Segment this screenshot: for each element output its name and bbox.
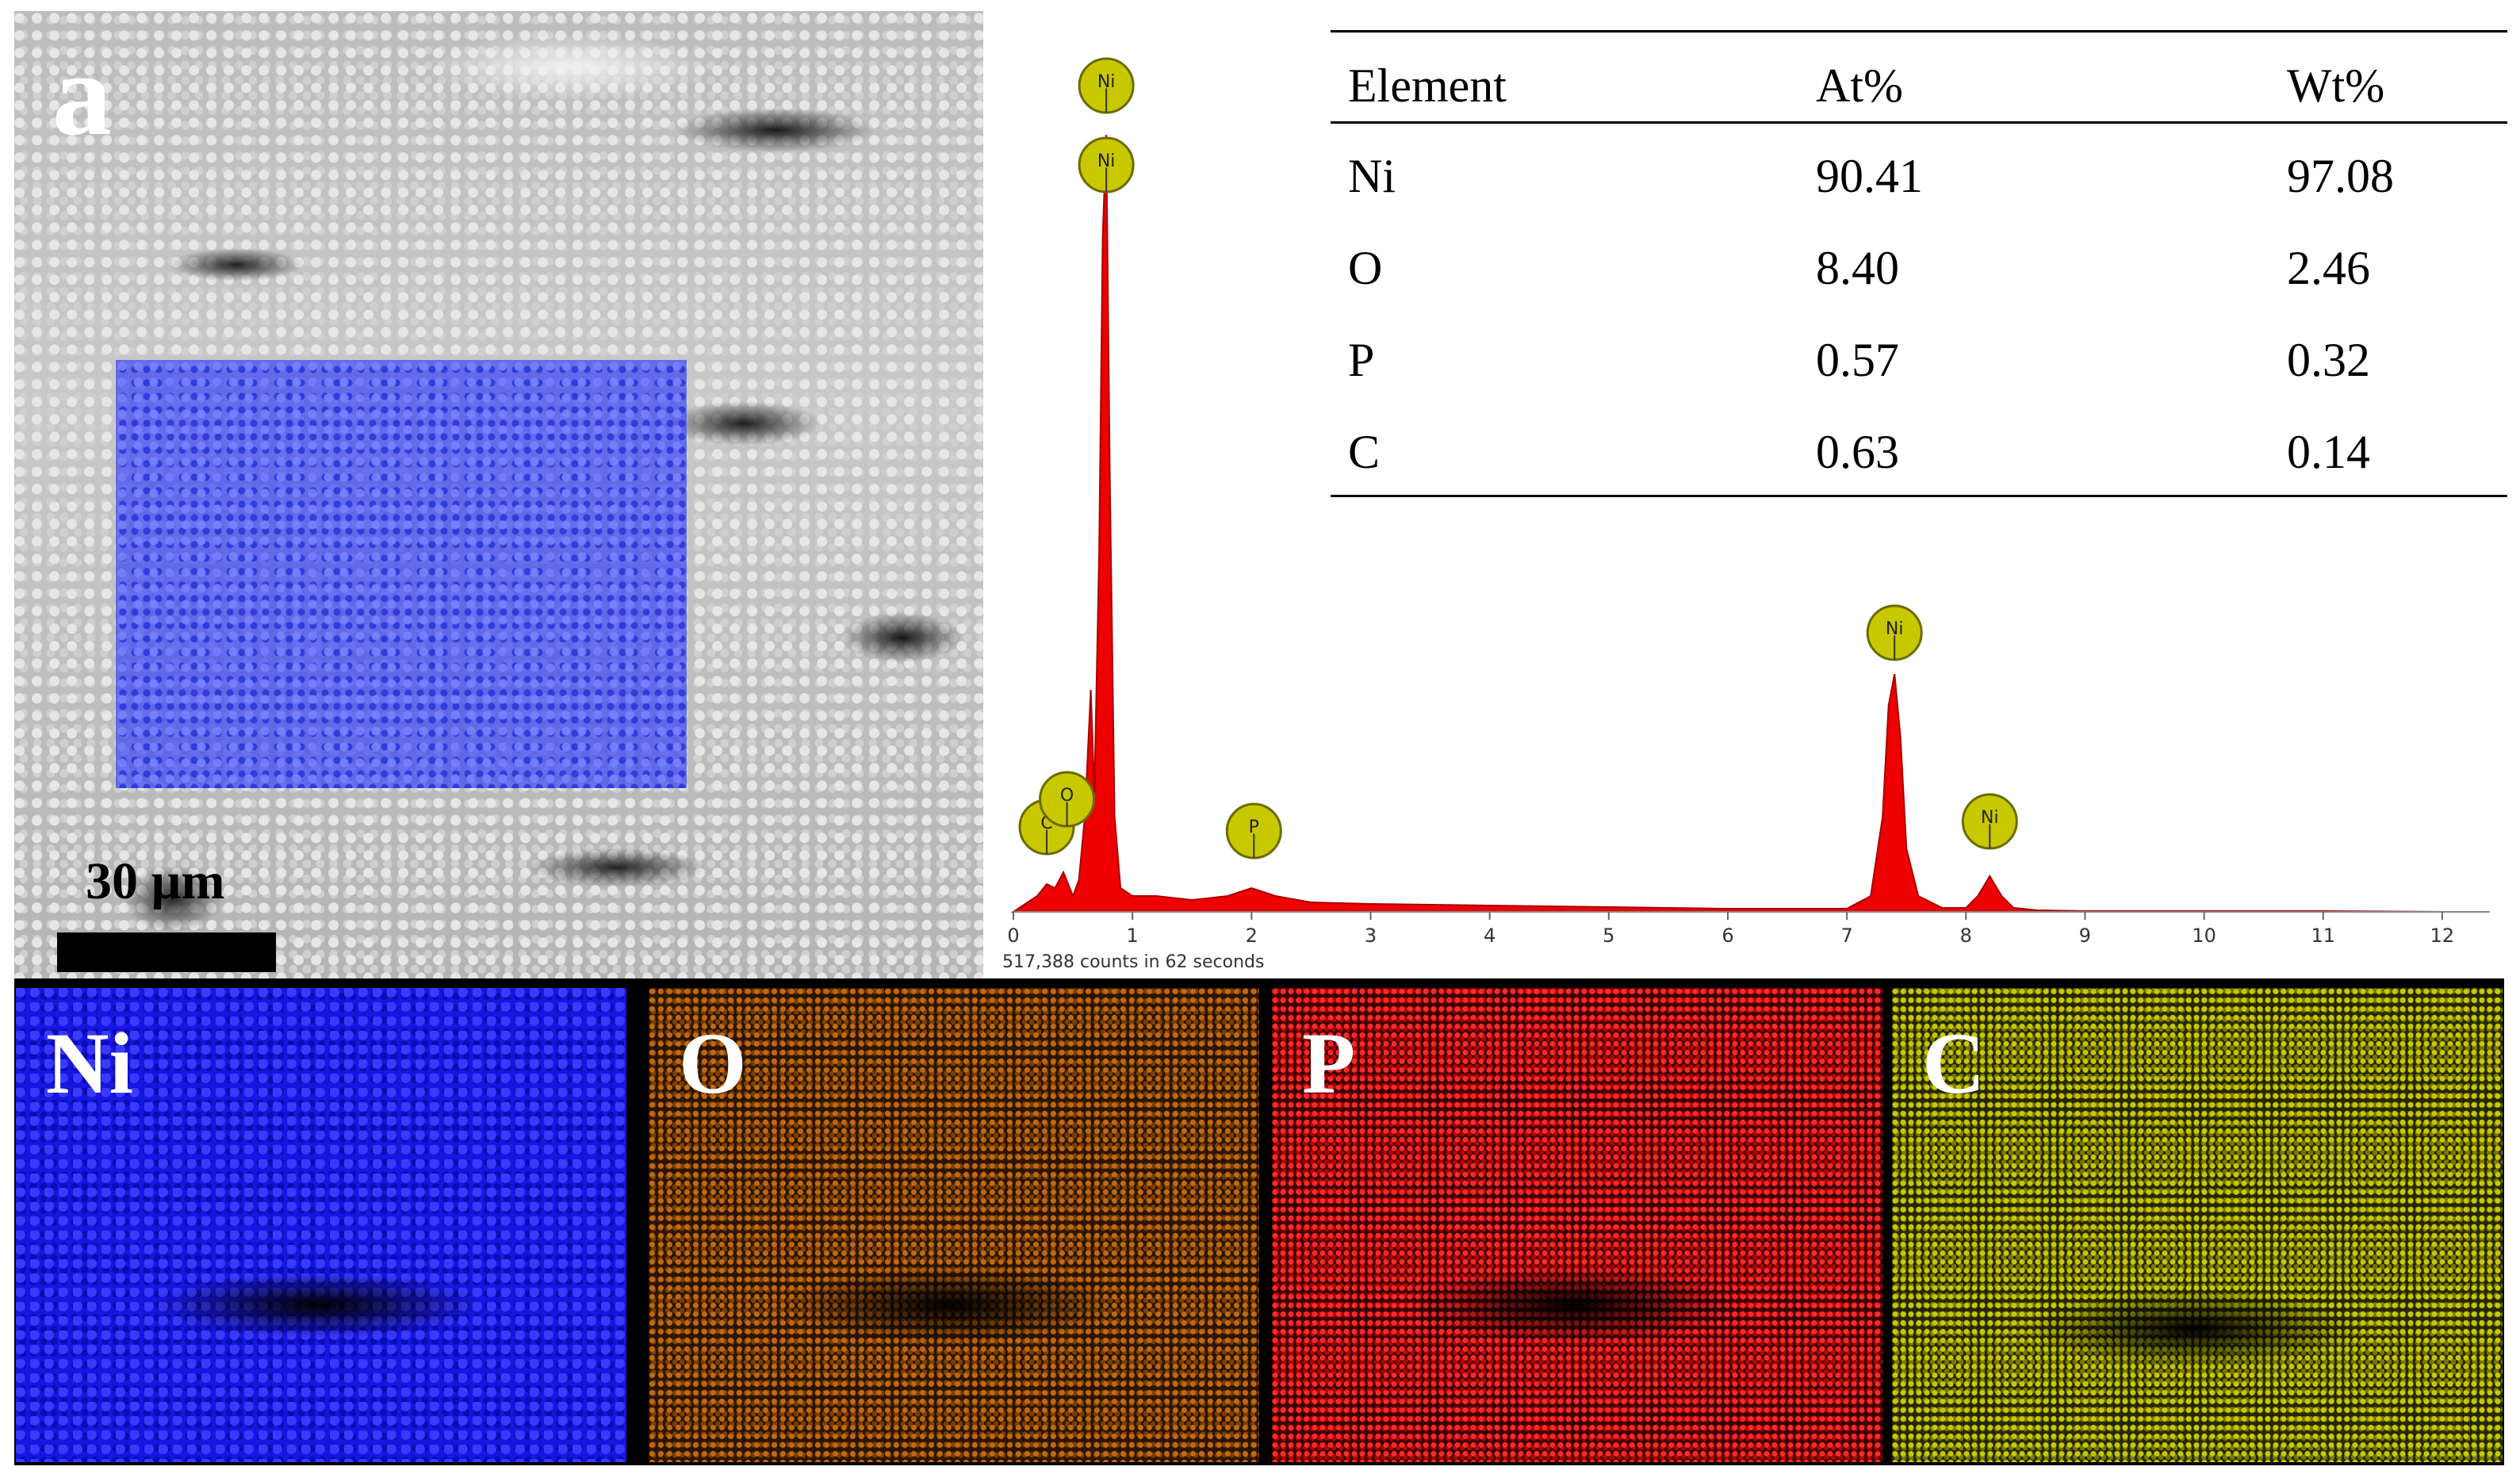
- table-cell-wt: 0.32: [2287, 334, 2370, 386]
- table-cell-at: 90.41: [1816, 150, 1923, 202]
- x-tick-label: 0: [1007, 925, 1019, 947]
- table-cell-element: P: [1348, 334, 1375, 386]
- table-cell-element: Ni: [1348, 150, 1396, 202]
- peak-label-ni: Ni: [1866, 604, 1923, 661]
- svg-text:Ni: Ni: [1097, 72, 1116, 92]
- column-header-element: Element: [1348, 59, 1507, 112]
- svg-text:Ni: Ni: [1886, 619, 1904, 639]
- svg-text:O: O: [1060, 786, 1074, 806]
- table-cell-element: C: [1348, 426, 1381, 478]
- map-label: P: [1302, 1015, 1356, 1112]
- x-tick-label: 11: [2311, 925, 2336, 947]
- scale-bar: [57, 932, 276, 972]
- counts-label: 517,388 counts in 62 seconds: [1002, 952, 1264, 972]
- peak-label-ni: Ni: [1961, 793, 2018, 850]
- x-tick-label: 3: [1365, 925, 1377, 947]
- sem-micrograph: a 30 µm: [14, 11, 983, 978]
- x-tick-label: 1: [1127, 925, 1139, 947]
- peak-label-p: P: [1225, 802, 1282, 860]
- svg-text:Ni: Ni: [1097, 151, 1116, 171]
- table-cell-at: 0.63: [1816, 426, 1899, 478]
- x-tick-label: 7: [1840, 925, 1852, 947]
- svg-text:P: P: [1249, 817, 1259, 837]
- element-map-ni: Ni: [16, 988, 626, 1462]
- x-tick-label: 10: [2192, 925, 2216, 947]
- table-cell-element: O: [1348, 242, 1383, 294]
- element-map-p: P: [1272, 988, 1882, 1462]
- table-cell-wt: 2.46: [2287, 242, 2370, 294]
- peak-label-o: O: [1039, 771, 1096, 828]
- table-cell-wt: 0.14: [2287, 426, 2370, 478]
- x-tick-label: 2: [1246, 925, 1258, 947]
- map-label: C: [1922, 1015, 1986, 1112]
- column-header-at: At%: [1816, 59, 1903, 112]
- eds-mapping-area-overlay: [116, 360, 687, 788]
- x-tick-label: 5: [1603, 925, 1614, 947]
- elemental-maps-strip: Ni O P C: [14, 978, 2504, 1465]
- scale-bar-label: 30 µm: [86, 852, 225, 910]
- peak-label-ni: Ni: [1078, 136, 1135, 193]
- map-label: Ni: [46, 1015, 133, 1112]
- table-cell-at: 0.57: [1816, 334, 1899, 386]
- table-cell-at: 8.40: [1816, 242, 1899, 294]
- table-header-rule: [1331, 121, 2507, 124]
- svg-text:Ni: Ni: [1981, 808, 1999, 828]
- table-bottom-rule: [1331, 495, 2507, 497]
- x-tick-label: 4: [1484, 925, 1496, 947]
- x-tick-label: 8: [1960, 925, 1972, 947]
- element-map-c: C: [1892, 988, 2503, 1462]
- panel-letter: a: [52, 29, 112, 160]
- composition-table: Element At% Wt% Ni 90.41 97.08 O 8.40 2.…: [1331, 30, 2507, 498]
- column-header-wt: Wt%: [2287, 59, 2385, 112]
- element-map-o: O: [649, 988, 1259, 1462]
- x-tick-label: 6: [1721, 925, 1733, 947]
- table-cell-wt: 97.08: [2287, 150, 2394, 202]
- x-tick-label: 12: [2430, 925, 2455, 947]
- x-tick-label: 9: [2079, 925, 2091, 947]
- peak-label-ni: Ni: [1078, 57, 1135, 114]
- map-label: O: [679, 1015, 747, 1112]
- table-top-rule: [1331, 30, 2507, 33]
